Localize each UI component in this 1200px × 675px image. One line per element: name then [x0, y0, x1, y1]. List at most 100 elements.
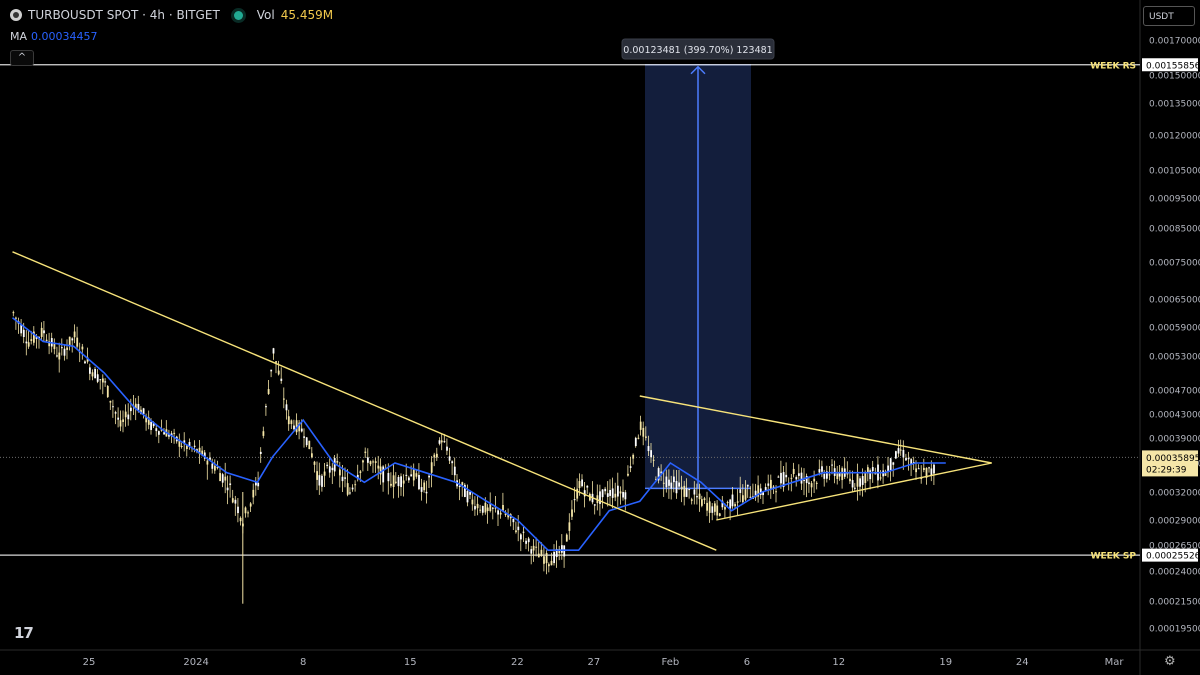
- candle-body: [545, 552, 548, 564]
- candle-body: [836, 473, 839, 479]
- candle-body: [476, 503, 479, 509]
- tradingview-logo-icon[interactable]: 17: [14, 624, 34, 642]
- currency-selector[interactable]: USDT: [1143, 6, 1195, 26]
- candle-body: [910, 459, 913, 465]
- level-price-tag: [1142, 58, 1198, 72]
- candle-body: [775, 491, 777, 493]
- candle-body: [665, 476, 668, 488]
- candle-body: [675, 480, 678, 494]
- candle-body: [461, 482, 464, 486]
- candle-body: [471, 499, 474, 505]
- level-price-tag: [1142, 548, 1198, 562]
- candle-body: [226, 487, 229, 491]
- candle-body: [333, 458, 336, 472]
- candle-body: [290, 420, 293, 424]
- candle-body: [379, 466, 382, 475]
- candle-body: [430, 462, 433, 473]
- candle-body: [234, 499, 237, 504]
- candle-body: [198, 447, 201, 455]
- candle-body: [203, 452, 206, 459]
- candle-body: [305, 437, 308, 446]
- candle-body: [711, 506, 714, 513]
- x-tick-label: 6: [744, 657, 750, 668]
- x-tick-label: 15: [404, 657, 417, 668]
- x-tick-label: 24: [1016, 657, 1029, 668]
- candle-body: [670, 482, 673, 489]
- candle-body: [287, 416, 290, 425]
- candle-body: [466, 491, 469, 503]
- candle-body: [73, 331, 76, 338]
- candle-body: [917, 468, 920, 470]
- candle-body: [754, 490, 757, 498]
- candle-body: [231, 498, 234, 503]
- candle-body: [815, 482, 818, 484]
- candle-body: [318, 475, 321, 486]
- candle-body: [201, 450, 204, 456]
- candle-body: [76, 337, 79, 347]
- candle-body: [127, 414, 130, 420]
- candle-body: [130, 407, 132, 412]
- measure-arrow-head: [690, 65, 706, 75]
- volume-value: 45.459M: [280, 8, 334, 22]
- candle-body: [137, 403, 140, 411]
- candle-body: [650, 450, 652, 458]
- ma-label: MA: [10, 30, 28, 43]
- y-tick-label: 0.00085000: [1149, 225, 1200, 235]
- candle-body: [58, 352, 61, 360]
- candle-body: [219, 473, 221, 482]
- y-tick-label: 0.00059000: [1149, 324, 1200, 334]
- candle-body: [721, 500, 724, 508]
- x-tick-label: 27: [588, 657, 601, 668]
- candle-body: [106, 386, 109, 398]
- candle-body: [601, 489, 604, 498]
- candle-body: [611, 488, 614, 498]
- candle-body: [808, 482, 810, 485]
- candle-body: [346, 483, 349, 495]
- candle-body: [718, 513, 721, 517]
- candle-body: [402, 480, 405, 484]
- candle-body: [119, 420, 122, 427]
- ma-legend[interactable]: MA 0.00034457: [10, 30, 98, 43]
- candle-body: [731, 494, 734, 507]
- candle-body: [469, 491, 471, 495]
- candle-body: [525, 540, 527, 544]
- candle-body: [267, 389, 270, 394]
- candle-body: [895, 451, 897, 459]
- candle-body: [364, 451, 367, 453]
- candle-body: [724, 507, 726, 510]
- candle-body: [152, 422, 155, 427]
- candle-body: [606, 493, 609, 497]
- candle-body: [382, 466, 385, 483]
- candle-body: [617, 485, 619, 497]
- candle-body: [548, 564, 550, 567]
- collapse-legend-button[interactable]: ^: [10, 50, 34, 66]
- volume-label: Vol: [256, 8, 275, 22]
- candle-body: [879, 477, 882, 479]
- candle-body: [214, 465, 216, 471]
- candle-body: [420, 487, 423, 492]
- candle-body: [499, 512, 502, 515]
- candle-body: [770, 479, 772, 490]
- y-tick-label: 0.00047000: [1149, 387, 1200, 397]
- candle-body: [145, 416, 148, 423]
- candle-body: [27, 342, 30, 347]
- candle-body: [515, 530, 517, 533]
- candle-body: [436, 453, 438, 458]
- candle-body: [53, 343, 56, 350]
- candle-body: [772, 486, 775, 488]
- candle-body: [448, 456, 451, 461]
- candle-body: [920, 477, 923, 479]
- symbol-title[interactable]: TURBOUSDT SPOT · 4h · BITGET: [28, 8, 220, 22]
- candle-body: [295, 420, 298, 433]
- x-tick-label: 8: [300, 657, 306, 668]
- candle-body: [68, 336, 71, 346]
- candle-body: [63, 348, 66, 356]
- candle-body: [736, 501, 739, 503]
- settings-gear-icon[interactable]: ⚙: [1164, 654, 1176, 669]
- candle-body: [614, 493, 617, 498]
- candle-body: [668, 479, 670, 486]
- candle-body: [818, 469, 821, 473]
- candle-body: [504, 513, 507, 515]
- candle-body: [369, 461, 372, 465]
